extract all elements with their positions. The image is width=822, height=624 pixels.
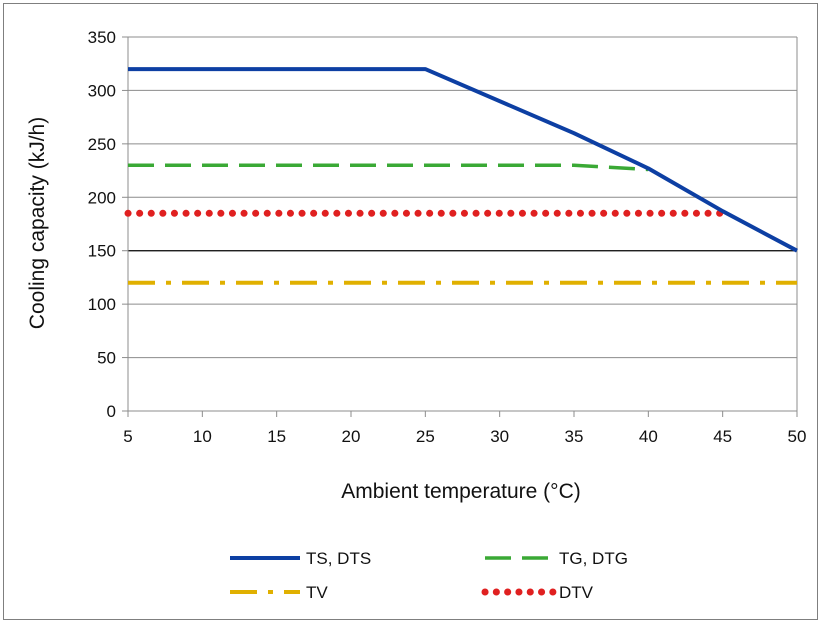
x-tick-label: 50 bbox=[788, 427, 807, 446]
x-tick-label: 35 bbox=[565, 427, 584, 446]
x-tick-label: 25 bbox=[416, 427, 435, 446]
series-line-ts-dts bbox=[128, 67, 798, 253]
gridlines bbox=[128, 36, 797, 359]
legend: TS, DTS TG, DTG TV DTV bbox=[230, 549, 628, 602]
series-line-tg-dtg bbox=[128, 163, 649, 172]
legend-label: TG, DTG bbox=[559, 549, 628, 568]
axes bbox=[122, 36, 798, 417]
y-tick-label: 0 bbox=[107, 402, 116, 421]
y-tick-label: 350 bbox=[88, 28, 116, 47]
legend-item-ts-dts: TS, DTS bbox=[230, 549, 371, 568]
y-tick-label: 300 bbox=[88, 81, 116, 100]
x-tick-label: 20 bbox=[342, 427, 361, 446]
legend-item-dtv: DTV bbox=[481, 583, 594, 602]
y-tick-labels: 0 50 100 150 200 250 300 350 bbox=[88, 28, 116, 421]
legend-label: TV bbox=[306, 583, 328, 602]
x-tick-label: 5 bbox=[123, 427, 132, 446]
series-lines bbox=[124, 67, 798, 285]
x-tick-label: 10 bbox=[193, 427, 212, 446]
y-tick-label: 50 bbox=[97, 349, 116, 368]
y-axis-title: Cooling capacity (kJ/h) bbox=[26, 117, 49, 329]
x-axis-title: Ambient temperature (°C) bbox=[341, 480, 580, 503]
legend-label: DTV bbox=[559, 583, 594, 602]
x-tick-labels: 5 10 15 20 25 30 35 40 45 50 bbox=[123, 427, 806, 446]
y-tick-label: 250 bbox=[88, 135, 116, 154]
x-tick-label: 40 bbox=[639, 427, 658, 446]
x-tick-label: 45 bbox=[713, 427, 732, 446]
x-tick-label: 15 bbox=[267, 427, 286, 446]
legend-label: TS, DTS bbox=[306, 549, 371, 568]
y-tick-label: 200 bbox=[88, 188, 116, 207]
y-tick-label: 100 bbox=[88, 295, 116, 314]
x-tick-label: 30 bbox=[490, 427, 509, 446]
legend-item-tv: TV bbox=[230, 583, 328, 602]
chart-frame bbox=[3, 3, 818, 620]
y-tick-label: 150 bbox=[88, 242, 116, 261]
legend-item-tg-dtg: TG, DTG bbox=[485, 549, 628, 568]
